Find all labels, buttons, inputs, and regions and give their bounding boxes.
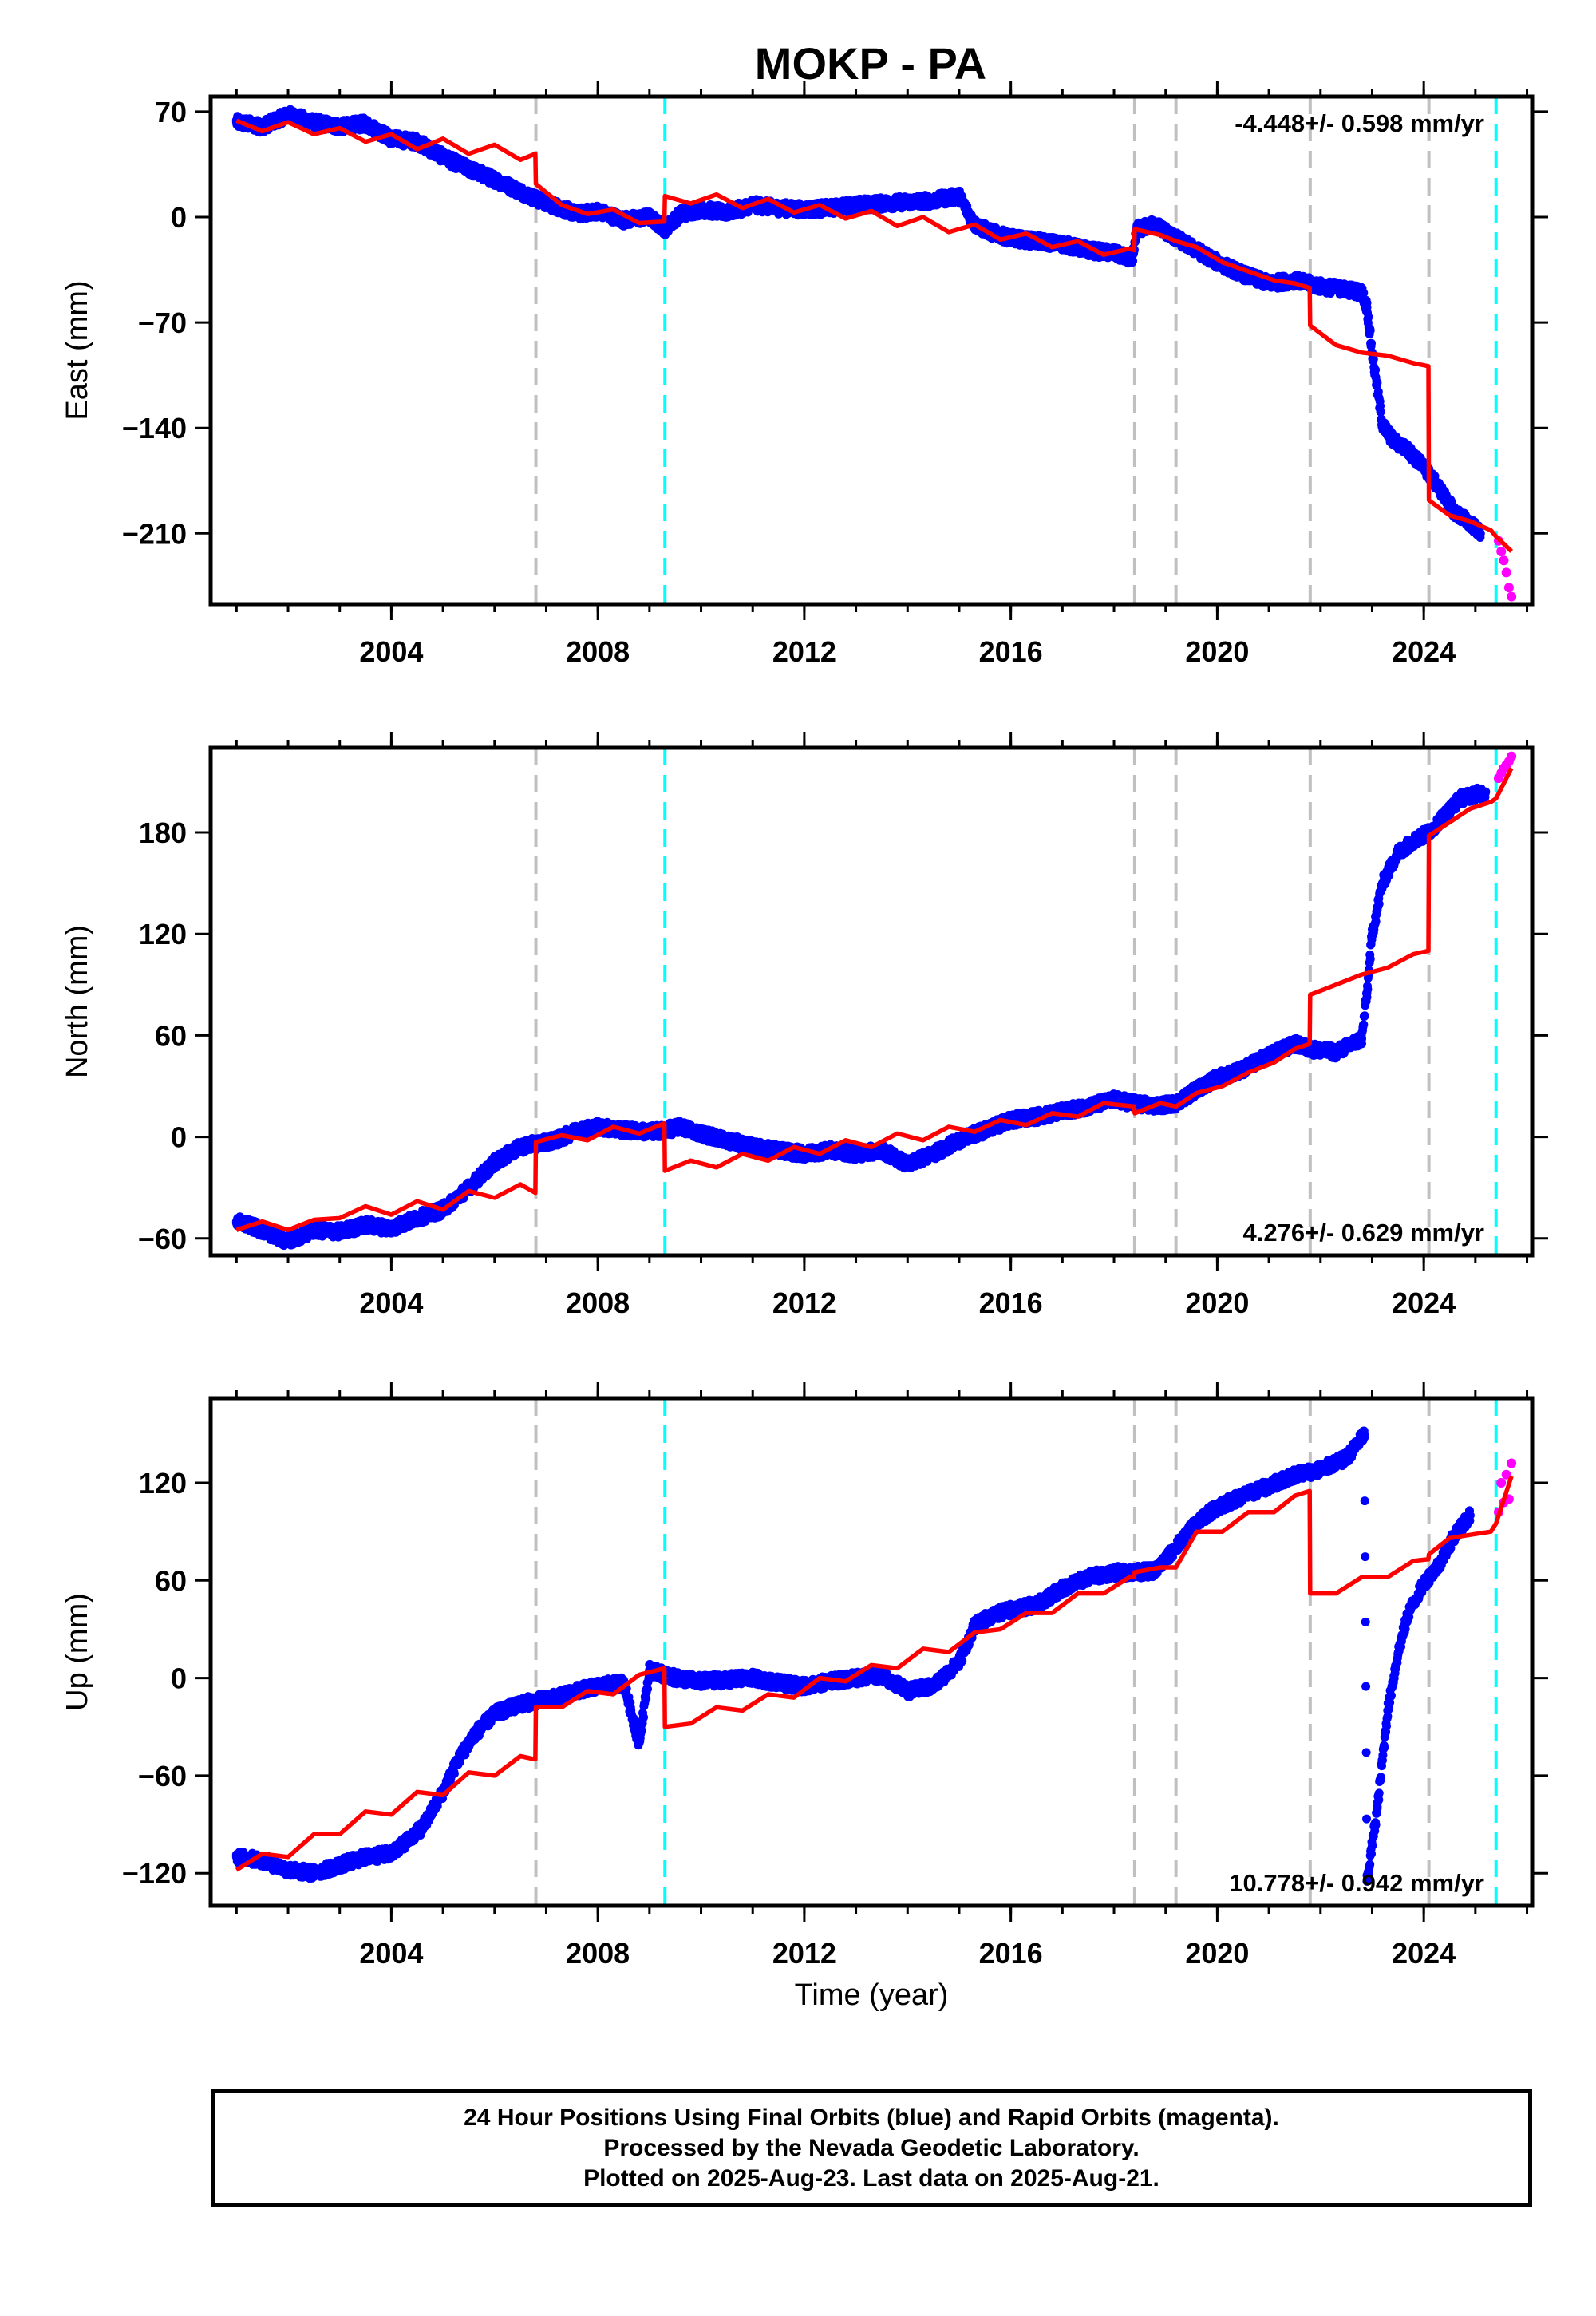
y-tick-label: 0 [171,201,187,234]
y-axis-label: East (mm) [61,280,94,420]
final-orbit-point [1404,446,1413,456]
panel-north: 2004 2008 2012 2016 2020 2024180120600−60Nort… [61,732,1548,1319]
final-orbit-point [1316,282,1325,291]
chart-title: MOKP - PA [755,38,986,89]
model-line [235,118,1514,553]
final-orbit-point [413,137,422,147]
plot-frame [208,94,1535,607]
x-tick-label: 2012 [772,635,836,668]
final-orbit-point [645,212,654,222]
final-orbit-point [464,164,473,174]
final-orbit-point [361,119,370,128]
final-orbit-point [1435,484,1444,493]
final-orbit-point [1371,366,1381,374]
final-orbit-point [660,224,670,234]
final-orbit-point [1376,407,1385,417]
final-orbit-point [438,152,448,161]
final-orbit-point [1373,378,1382,388]
final-orbit-point [1362,302,1372,312]
plot-area [231,97,1517,604]
x-tick-label: 2008 [566,635,630,668]
final-orbit-point [531,194,541,204]
final-orbit-point [1365,326,1375,335]
final-orbit-point [1364,312,1373,322]
rapid-orbits-series [1493,536,1517,602]
final-orbit-point [1369,354,1378,364]
final-orbit-point [697,205,706,215]
rapid-orbit-point [1503,583,1514,593]
rapid-orbit-point [1496,546,1507,556]
final-orbit-point [283,110,293,120]
final-orbit-point [722,207,732,217]
x-tick-label: 2004 [359,635,423,668]
final-orbit-point [1367,338,1376,348]
final-orbit-point [929,196,938,205]
final-orbits-series [231,783,1491,1251]
rapid-orbit-point [1507,591,1517,602]
panel-east: 2004 2008 2012 2016 2020 2024 70 0 −70 −140 −210 Ea… [61,81,1548,668]
final-orbit-point [490,175,500,184]
final-orbit-point [1128,255,1137,264]
x-tick-label: 2020 [1185,635,1249,668]
final-orbit-point [1377,420,1387,429]
panels-group: 2004 2008 2012 2016 2020 2024 70 0 −70 −140 −210 Ea… [61,81,1548,1970]
y-tick-label: −70 [138,306,187,339]
x-tick-label: 2016 [979,635,1043,668]
final-orbit-point [1419,462,1428,472]
final-orbit-point [954,192,964,201]
final-orbit-point [1388,435,1397,445]
plot-area [231,748,1517,1255]
y-tick-label: −210 [122,517,187,550]
final-orbit-point [851,200,861,210]
final-orbit-point [1476,528,1485,538]
final-orbit-point [1430,472,1440,480]
final-orbit-point [877,199,887,208]
x-tick-label: 2024 [1392,635,1456,668]
final-orbit-point [1357,287,1367,297]
rapid-orbit-point [1499,555,1509,566]
final-orbit-point [1151,219,1160,229]
final-orbit-point [676,209,685,219]
rate-label: -4.448+/- 0.598 mm/yr [1235,109,1484,137]
rapid-orbit-point [1501,567,1511,578]
final-orbit-point [309,117,318,127]
final-orbit-point [516,187,525,196]
final-orbits-series [231,105,1485,542]
y-tick-label: −140 [122,412,187,445]
final-orbit-point [1341,285,1351,294]
y-tick-label: 70 [155,96,187,128]
final-orbit-point [903,197,912,207]
